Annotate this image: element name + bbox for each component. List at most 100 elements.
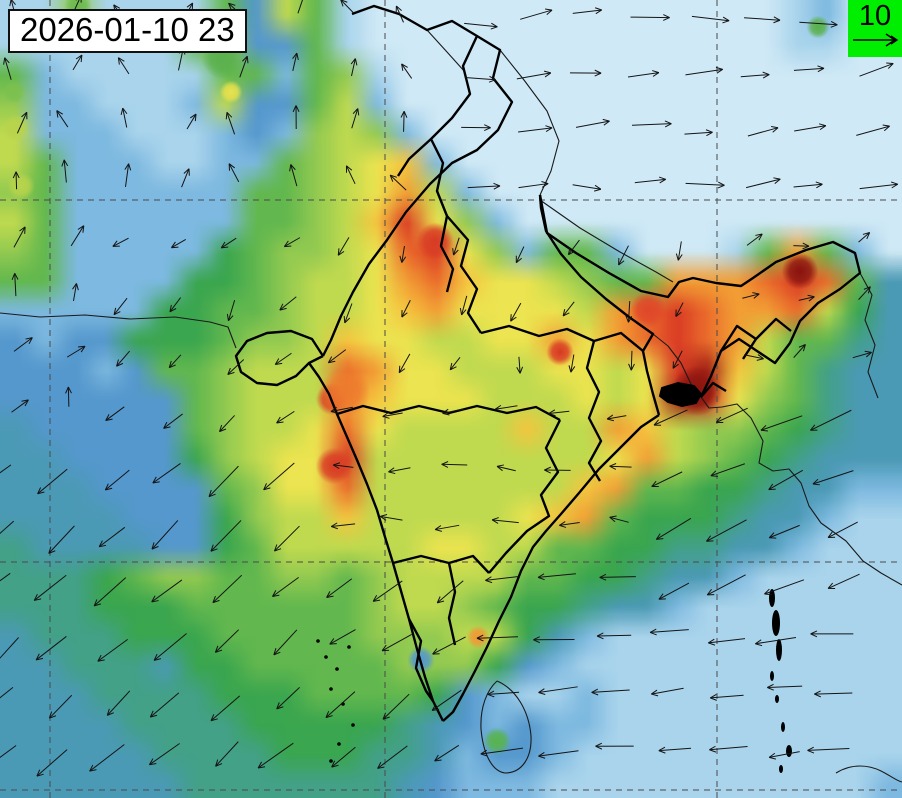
wind-arrow xyxy=(538,686,578,696)
state-border xyxy=(234,329,325,387)
wind-arrow xyxy=(567,239,580,256)
wind-arrow xyxy=(464,22,498,30)
wind-arrow xyxy=(518,181,549,189)
wind-arrow xyxy=(651,471,683,488)
wind-arrow xyxy=(351,108,360,129)
wind-arrow xyxy=(98,526,126,548)
wind-arrow xyxy=(575,118,610,128)
wind-arrow xyxy=(548,409,570,417)
country-border xyxy=(859,272,879,399)
wind-arrow xyxy=(630,14,670,21)
wind-arrow xyxy=(431,689,462,711)
island xyxy=(772,610,780,636)
wind-arrow xyxy=(48,525,75,554)
wind-arrow xyxy=(434,744,460,762)
reference-arrow-icon xyxy=(853,33,899,48)
wind-arrow xyxy=(331,746,356,768)
timestamp-box: 2026-01-10 23 xyxy=(8,9,247,54)
wind-arrow xyxy=(856,124,890,136)
wind-arrow xyxy=(66,345,86,358)
wind-arrow xyxy=(572,7,603,15)
wind-arrow xyxy=(181,168,190,188)
wind-arrow xyxy=(381,633,412,652)
wind-arrow xyxy=(228,163,240,183)
wind-arrow xyxy=(276,687,300,710)
country-border xyxy=(499,49,560,196)
state-border xyxy=(396,35,479,177)
wind-arrow xyxy=(434,524,460,532)
wind-arrow xyxy=(618,245,629,266)
wind-arrow xyxy=(441,461,468,468)
wind-arrow xyxy=(279,296,297,311)
wind-arrow xyxy=(464,75,496,83)
wind-arrow xyxy=(755,636,797,647)
wind-arrow xyxy=(3,57,12,80)
island xyxy=(775,695,779,703)
wind-arrow xyxy=(273,525,300,552)
wind-arrow xyxy=(292,52,299,71)
wind-arrow xyxy=(61,159,69,183)
state-border xyxy=(407,618,434,702)
wind-arrow xyxy=(398,353,411,374)
wind-arrow xyxy=(186,113,197,130)
wind-arrow xyxy=(117,57,130,75)
wind-arrow xyxy=(799,20,838,28)
wind-arrow xyxy=(401,300,411,318)
wind-arrow xyxy=(449,356,461,371)
wind-arrow xyxy=(56,110,69,128)
wind-arrow xyxy=(516,70,552,80)
wind-arrow xyxy=(625,301,633,323)
islet-dot xyxy=(324,655,328,659)
wind-arrow xyxy=(632,120,672,128)
wind-arrow xyxy=(0,572,11,582)
wind-arrow xyxy=(330,522,356,530)
wind-legend-box: 10 xyxy=(848,0,902,57)
wind-arrow xyxy=(533,636,575,644)
wind-arrow xyxy=(97,638,128,662)
wind-arrow xyxy=(153,633,187,661)
wind-arrow xyxy=(515,246,525,264)
wind-arrow xyxy=(171,239,187,249)
wind-arrow xyxy=(70,225,85,247)
wind-arrow xyxy=(768,469,803,491)
wind-arrow xyxy=(814,690,853,698)
wind-arrow xyxy=(163,413,183,429)
wind-arrow xyxy=(382,693,410,720)
wind-arrow xyxy=(710,463,745,477)
wind-arrow xyxy=(48,694,73,719)
wind-legend-value: 10 xyxy=(858,0,892,32)
wind-arrow xyxy=(812,470,854,486)
islet-dot xyxy=(347,645,351,649)
wind-arrow xyxy=(276,410,295,424)
country-border xyxy=(835,765,902,783)
wind-arrow xyxy=(124,163,132,188)
state-border xyxy=(447,562,457,646)
wind-arrow xyxy=(715,407,748,423)
wind-arrow xyxy=(568,354,576,373)
wind-arrow xyxy=(388,467,411,475)
state-border xyxy=(446,215,483,334)
timestamp-label: 2026-01-10 23 xyxy=(20,11,235,48)
state-border xyxy=(336,404,561,422)
wind-arrow xyxy=(210,695,241,722)
wind-arrow xyxy=(510,302,522,322)
wind-arrow xyxy=(219,415,235,433)
wind-arrow xyxy=(744,16,781,24)
wind-arrow xyxy=(480,747,524,757)
state-border xyxy=(585,340,603,482)
wind-arrow xyxy=(113,297,128,316)
wind-arrow xyxy=(272,576,299,597)
wind-arrow xyxy=(852,350,872,359)
wind-arrow xyxy=(708,638,746,646)
wind-arrow xyxy=(72,54,83,71)
wind-arrow xyxy=(239,55,249,78)
wind-arrow xyxy=(215,741,239,767)
wind-arrow xyxy=(35,636,67,661)
wind-arrow xyxy=(794,123,827,132)
wind-arrow xyxy=(326,578,353,598)
wind-arrow xyxy=(747,126,779,137)
wind-arrow xyxy=(297,0,303,14)
wind-arrow xyxy=(389,174,407,191)
state-border xyxy=(538,194,661,416)
